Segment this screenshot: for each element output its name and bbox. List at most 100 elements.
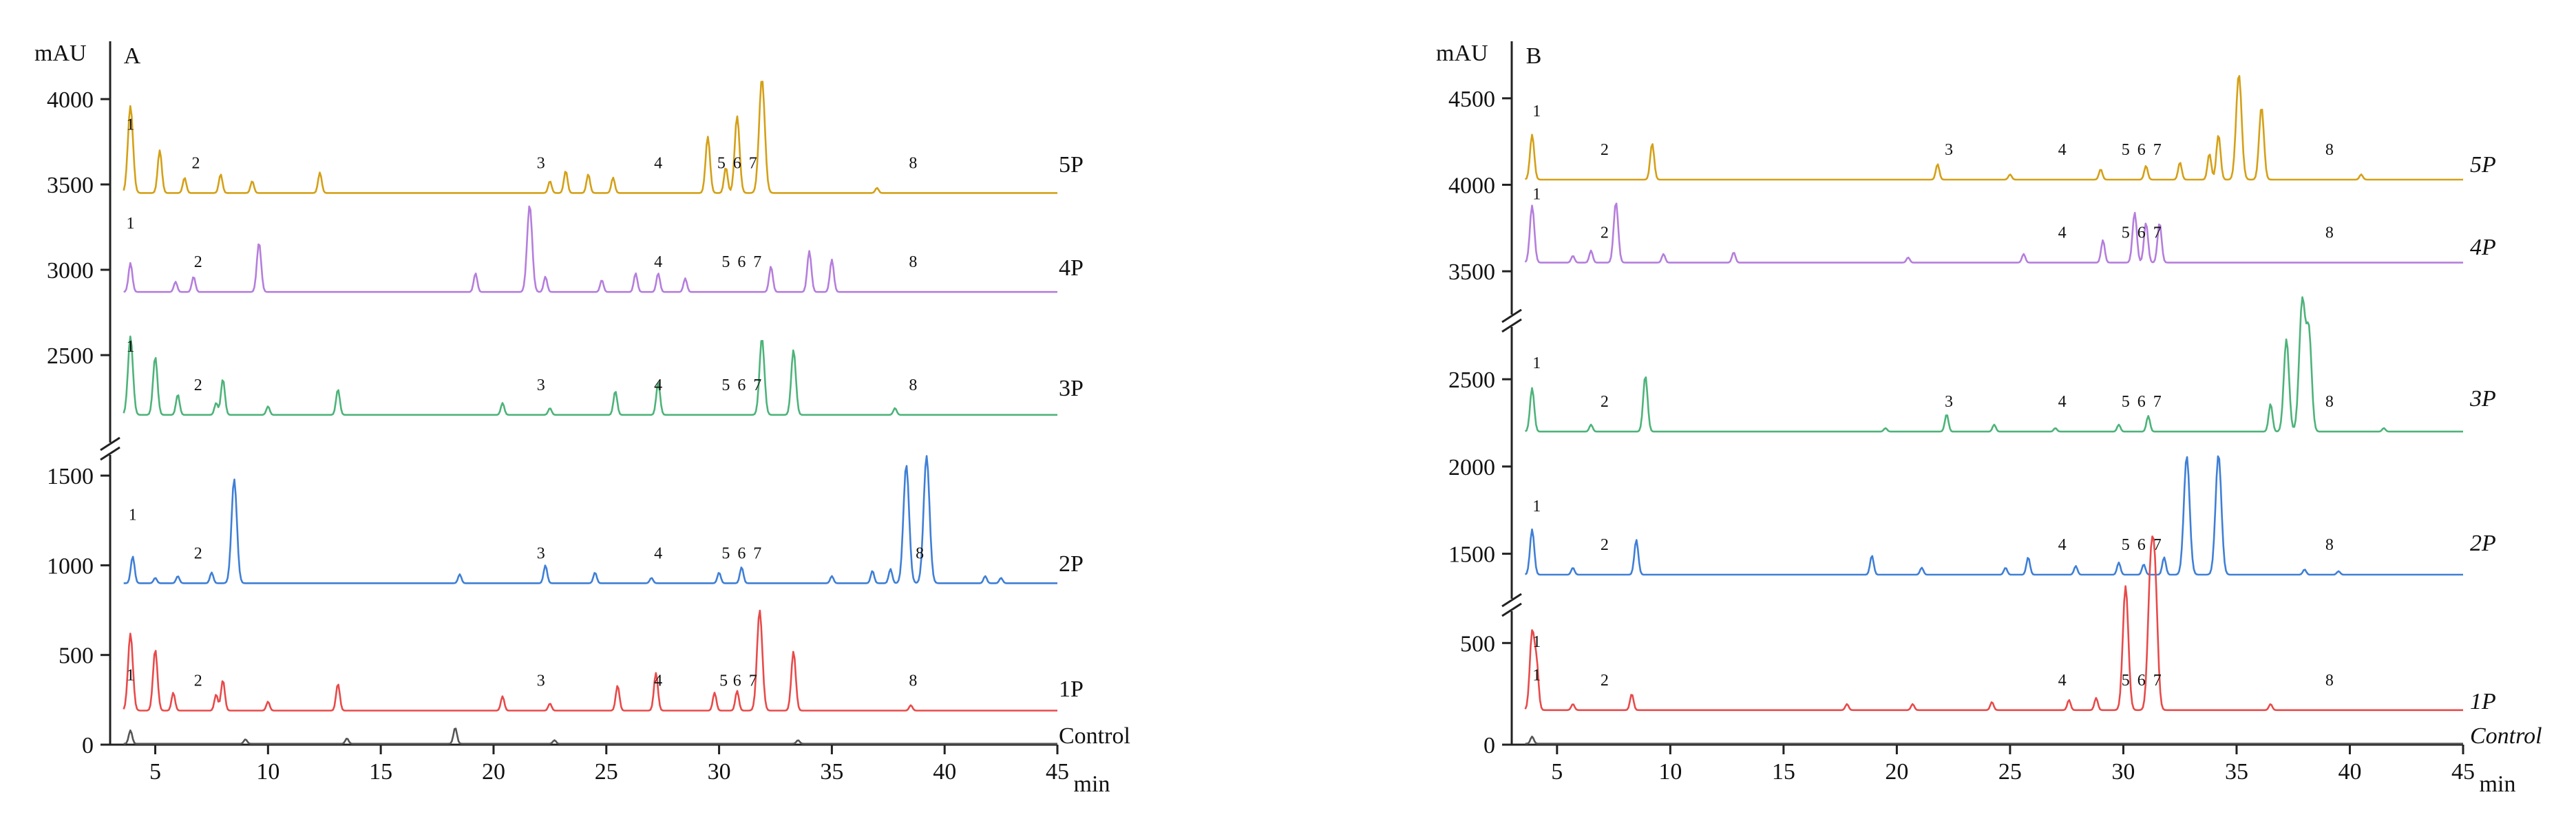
y-tick-label: 4500 — [1448, 87, 1495, 112]
trace-name-4p: 4P — [1059, 255, 1084, 281]
axis-break-mark — [1501, 602, 1522, 617]
peak-label-7: 7 — [749, 672, 757, 690]
peak-label-5: 5 — [721, 376, 730, 394]
panel-b-chart: 5 10 15 20 25 30 35 40 45 min05001500200025003500… — [1436, 41, 2542, 797]
peak-label-8: 8 — [2325, 672, 2334, 690]
peak-label-8: 8 — [909, 672, 917, 690]
x-axis-unit-label: min — [1074, 772, 1110, 797]
trace-5p — [123, 81, 1057, 194]
trace-name-1p: 1P — [2470, 689, 2496, 714]
panel-a-chart: 5 10 15 20 25 30 35 40 45 min05001000150025003000… — [34, 41, 1130, 797]
peak-label-8: 8 — [909, 154, 917, 172]
peak-label-4: 4 — [2058, 224, 2067, 242]
axis-break-mark — [100, 446, 120, 461]
y-tick-label: 1500 — [1448, 542, 1495, 568]
trace-2p — [123, 455, 1057, 584]
trace-name-control: Control — [1059, 723, 1130, 749]
trace-3p — [1524, 296, 2463, 433]
peak-label-2: 2 — [1601, 536, 1609, 554]
y-tick-label: 3000 — [47, 258, 94, 284]
y-tick-label: 4000 — [47, 87, 94, 113]
peak-label-1: 1 — [129, 506, 137, 524]
peak-label-6: 6 — [733, 672, 741, 690]
trace-5p — [1524, 75, 2463, 181]
peak-label-5: 5 — [2122, 672, 2130, 690]
peak-label-8: 8 — [909, 253, 917, 271]
peak-label-7: 7 — [2153, 672, 2162, 690]
peak-label-2: 2 — [194, 253, 202, 271]
peak-label-2: 2 — [1601, 393, 1609, 411]
trace-name-5p: 5P — [1059, 152, 1084, 178]
peak-label-6: 6 — [2137, 224, 2146, 242]
x-tick-label: 20 — [482, 759, 505, 785]
trace-name-5p: 5P — [2470, 152, 2496, 178]
x-tick-label: 20 — [1885, 759, 1908, 785]
trace-4p — [1524, 202, 2463, 264]
x-tick-label: 40 — [933, 759, 956, 785]
y-axis-unit-label: mAU — [1436, 41, 1488, 66]
peak-label-5: 5 — [2122, 224, 2130, 242]
peak-label-4: 4 — [654, 253, 662, 271]
peak-label-6: 6 — [737, 544, 746, 562]
y-tick-label: 3500 — [47, 173, 94, 198]
peak-label-4: 4 — [654, 154, 662, 172]
x-tick-label: 10 — [256, 759, 279, 785]
x-axis-unit-label: min — [2480, 772, 2516, 797]
peak-label-5: 5 — [2122, 536, 2130, 554]
peak-label-5: 5 — [719, 672, 728, 690]
peak-label-8: 8 — [2325, 141, 2334, 159]
peak-label-4: 4 — [2058, 536, 2067, 554]
x-tick-label: 45 — [2451, 759, 2475, 785]
peak-label-1: 1 — [1532, 633, 1541, 651]
peak-label-7: 7 — [2153, 224, 2162, 242]
x-tick-label: 35 — [820, 759, 843, 785]
peak-label-2: 2 — [194, 672, 202, 690]
x-tick-label: 15 — [1772, 759, 1795, 785]
y-tick-label: 1000 — [47, 553, 94, 579]
peak-label-7: 7 — [753, 253, 761, 271]
x-tick-label: 40 — [2338, 759, 2361, 785]
trace-name-2p: 2P — [1059, 551, 1084, 577]
peak-label-1: 1 — [1532, 354, 1541, 372]
peak-label-5: 5 — [2122, 141, 2130, 159]
peak-label-6: 6 — [733, 154, 741, 172]
y-tick-label: 0 — [82, 733, 94, 758]
peak-label-1: 1 — [126, 667, 134, 685]
peak-label-2: 2 — [194, 544, 202, 562]
x-tick-label: 5 — [1551, 759, 1563, 785]
peak-label-6: 6 — [737, 253, 746, 271]
trace-1p — [123, 609, 1057, 712]
peak-label-1: 1 — [1532, 103, 1541, 120]
peak-label-3: 3 — [537, 154, 545, 172]
panel-letter-b: B — [1526, 43, 1542, 69]
peak-label-2: 2 — [1601, 141, 1609, 159]
peak-label-3: 3 — [537, 544, 545, 562]
peak-label-8: 8 — [909, 376, 917, 394]
trace-name-3p: 3P — [1059, 376, 1084, 401]
y-tick-label: 1500 — [47, 464, 94, 489]
y-tick-label: 3500 — [1448, 259, 1495, 285]
peak-label-7: 7 — [2153, 393, 2162, 411]
peak-label-1: 1 — [1532, 667, 1541, 685]
panel-letter-a: A — [124, 43, 141, 69]
trace-4p — [123, 205, 1057, 293]
peak-label-1: 1 — [1532, 498, 1541, 515]
peak-label-2: 2 — [1601, 672, 1609, 690]
peak-label-3: 3 — [537, 672, 545, 690]
axis-break-mark — [1501, 318, 1522, 333]
peak-label-8: 8 — [2325, 393, 2334, 411]
peak-label-8: 8 — [2325, 224, 2334, 242]
peak-label-4: 4 — [654, 672, 662, 690]
peak-label-1: 1 — [126, 116, 134, 134]
trace-name-1p: 1P — [1059, 677, 1084, 702]
trace-control — [123, 727, 1057, 745]
y-tick-label: 500 — [59, 643, 94, 669]
trace-name-2p: 2P — [2470, 531, 2496, 556]
peak-label-4: 4 — [2058, 393, 2067, 411]
trace-1p — [1524, 535, 2463, 712]
y-tick-label: 2500 — [47, 343, 94, 369]
peak-label-5: 5 — [2122, 393, 2130, 411]
trace-3p — [123, 335, 1057, 416]
axis-break-mark — [100, 436, 120, 451]
trace-control — [1525, 735, 2463, 745]
